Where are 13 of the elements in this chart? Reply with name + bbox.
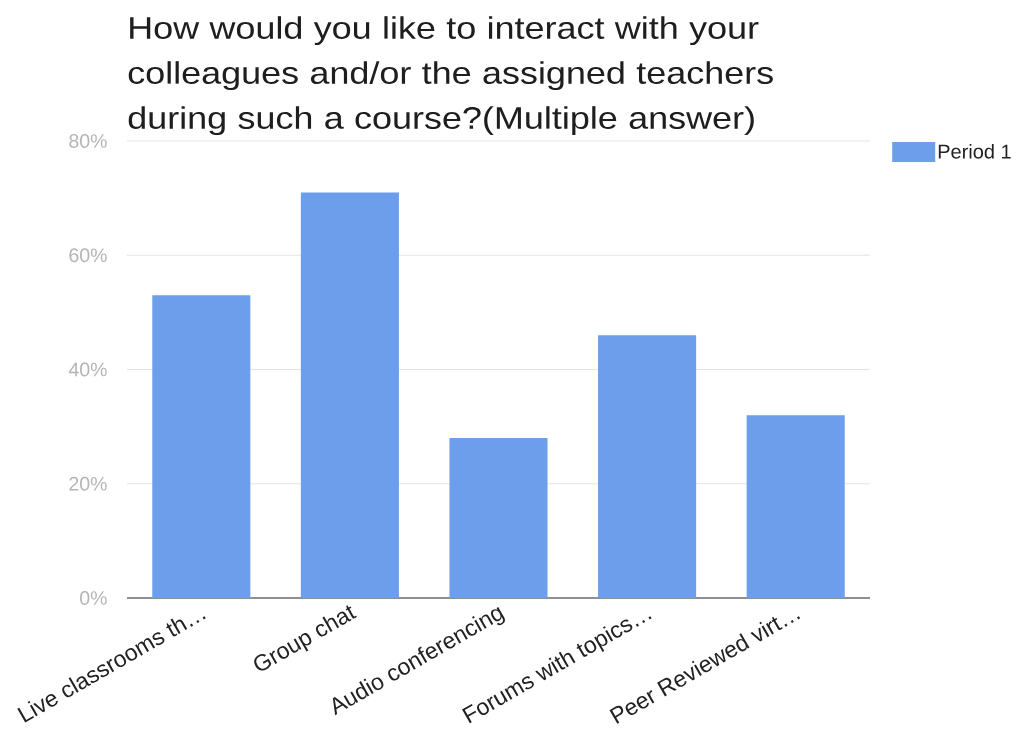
- bar: [746, 415, 845, 598]
- legend-label: Period 1: [938, 143, 1011, 159]
- bar: [449, 438, 548, 598]
- y-tick-label: 0%: [80, 591, 107, 605]
- chart-title: How would you like to interact with your colleagues and/or the assigned teachers during such a course?(Multiple answer): [128, 16, 773, 136]
- bar: [152, 295, 251, 598]
- y-tick-label: 20%: [69, 476, 107, 491]
- bar: [598, 335, 697, 598]
- y-tick-label: 40%: [68, 362, 107, 377]
- y-tick-label: 60%: [69, 248, 107, 263]
- y-tick-label: 80%: [69, 134, 107, 148]
- bar: [300, 192, 399, 598]
- x-tick-label: Group chat: [254, 605, 357, 671]
